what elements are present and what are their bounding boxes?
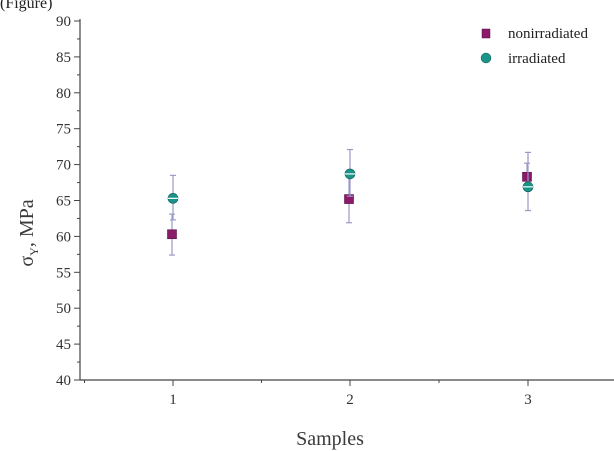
y-ticks: 40 45 50 55 60 65 70 75 80 85 90	[56, 14, 80, 389]
legend-marker-nonirradiated	[481, 28, 491, 39]
legend: nonirradiated irradiated	[480, 26, 588, 67]
x-ticks: 1 2 3	[84, 380, 532, 408]
data-point-nonirradiated	[167, 229, 177, 240]
y-tick-label: 90	[56, 14, 71, 30]
data-point-nonirradiated	[522, 172, 532, 182]
y-tick-label: 85	[56, 50, 71, 66]
x-tick-label: 2	[346, 392, 354, 408]
x-tick-label: 1	[169, 392, 177, 408]
legend-label-irradiated: irradiated	[508, 51, 566, 67]
y-axis-label: σY, MPa	[16, 199, 41, 266]
y-tick-label: 45	[56, 337, 71, 353]
y-tick-label: 65	[56, 194, 71, 210]
y-axis-label-symbol: σ	[16, 256, 38, 267]
data-point-nonirradiated	[344, 194, 354, 204]
y-tick-label: 75	[56, 122, 71, 138]
x-axis-label: Samples	[296, 428, 364, 450]
y-tick-label: 55	[56, 265, 71, 281]
data-series	[167, 148, 534, 256]
legend-label-nonirradiated: nonirradiated	[508, 26, 588, 42]
y-axis-label-subscript: Y	[27, 247, 41, 256]
axes	[79, 19, 614, 381]
y-tick-label: 60	[56, 229, 71, 245]
y-tick-label: 70	[56, 158, 71, 174]
y-tick-label: 80	[56, 86, 71, 102]
y-axis-label-unit: , MPa	[16, 199, 38, 247]
legend-marker-irradiated	[480, 52, 492, 64]
y-tick-label: 40	[56, 373, 71, 389]
x-tick-label: 3	[524, 392, 532, 408]
y-tick-label: 50	[56, 301, 71, 317]
clipped-caption-fragment: (Figure)	[0, 0, 53, 12]
